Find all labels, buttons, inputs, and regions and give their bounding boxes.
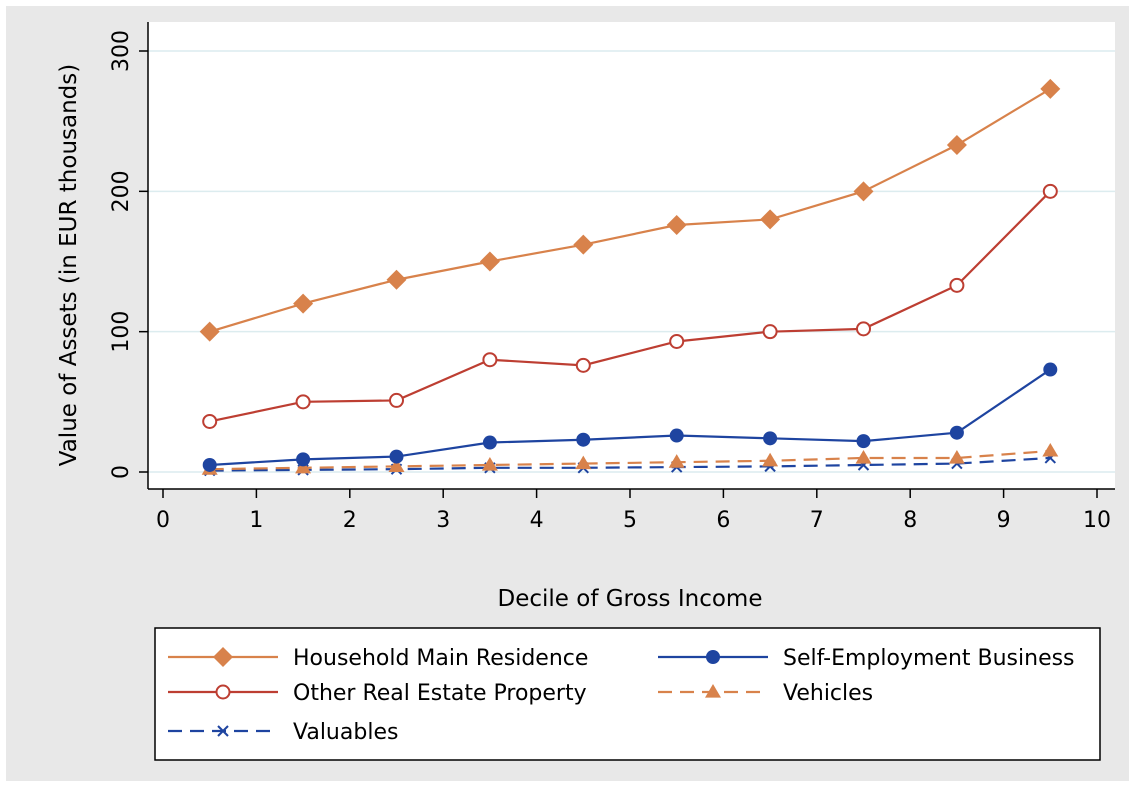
data-point [762, 324, 778, 340]
data-point [295, 459, 312, 474]
series-line [209, 449, 1051, 471]
series-line [209, 456, 1051, 472]
data-point [202, 413, 218, 429]
data-point [1042, 183, 1058, 199]
data-point [949, 277, 965, 293]
data-point [481, 456, 498, 471]
data-point [293, 293, 314, 314]
data-point [706, 650, 720, 664]
data-point [946, 135, 967, 156]
series-self-employment-business [202, 362, 1058, 472]
legend-label: Self-Employment Business [783, 646, 1075, 671]
legend-item: Self-Employment Business [658, 646, 1075, 671]
data-point [389, 392, 404, 408]
y-axis-label: Value of Assets (in EUR thousands) [56, 64, 82, 466]
x-axis-label: Decile of Gross Income [498, 586, 763, 612]
data-point [573, 234, 594, 255]
data-point [949, 425, 964, 440]
y-tick-label: 200 [109, 170, 134, 212]
x-tick-label: 4 [530, 508, 544, 533]
y-tick-label: 300 [109, 30, 134, 72]
data-point [762, 452, 779, 467]
data-point [1042, 442, 1059, 457]
data-point [482, 435, 497, 450]
legend-label: Vehicles [783, 681, 873, 706]
data-point [202, 457, 217, 472]
series-line [209, 368, 1051, 467]
legend-item: Household Main Residence [168, 646, 588, 671]
data-point [389, 449, 404, 464]
x-tick-label: 0 [156, 508, 170, 533]
data-point [575, 455, 592, 470]
series-line [209, 190, 1052, 423]
data-point [575, 357, 591, 373]
data-point [213, 647, 233, 667]
y-tick-label: 100 [109, 311, 134, 353]
data-point [386, 269, 407, 290]
data-point [948, 449, 965, 464]
data-point [388, 458, 405, 472]
series-household-main-residence [199, 78, 1061, 342]
data-point [669, 428, 684, 443]
data-point [705, 684, 721, 698]
legend: Household Main Residence Self-Employment … [154, 627, 1101, 761]
data-point [217, 725, 229, 737]
data-point-stroke [217, 725, 229, 737]
legend-item: Other Real Estate Property [168, 681, 587, 706]
series-vehicles [201, 442, 1059, 475]
legend-item: Valuables [168, 720, 398, 745]
plot-area [148, 22, 1115, 489]
data-point [666, 215, 687, 236]
x-tick-label: 2 [343, 508, 357, 533]
data-point [763, 431, 778, 446]
series-other-real-estate-property [202, 183, 1058, 429]
x-tick-label: 8 [903, 508, 917, 533]
data-point [856, 434, 871, 449]
data-point [853, 181, 874, 202]
data-point [199, 321, 220, 342]
series-layer [199, 78, 1061, 477]
x-tick-label: 6 [716, 508, 730, 533]
x-tick-label: 10 [1083, 508, 1111, 533]
x-tick-label: 3 [436, 508, 450, 533]
x-tick-label: 9 [997, 508, 1011, 533]
x-tick-label: 1 [249, 508, 263, 533]
x-tick-label: 5 [623, 508, 637, 533]
series-line [209, 87, 1051, 333]
legend-label: Valuables [293, 720, 398, 745]
data-point [482, 352, 498, 368]
data-point [295, 394, 311, 410]
legend-label: Other Real Estate Property [293, 681, 587, 706]
legend-box [154, 627, 1101, 761]
data-point [669, 333, 685, 349]
legend-label: Household Main Residence [293, 646, 588, 671]
x-tick-label: 7 [810, 508, 824, 533]
data-point [576, 432, 591, 447]
data-point [215, 684, 231, 700]
data-point [1043, 362, 1058, 377]
data-point [760, 209, 781, 230]
data-point [479, 251, 500, 272]
data-point [1040, 78, 1061, 99]
y-tick-label: 0 [109, 465, 134, 479]
data-point [856, 321, 871, 337]
legend-item: Vehicles [658, 681, 873, 706]
data-point [296, 452, 311, 467]
data-point [855, 449, 872, 464]
data-point [668, 454, 685, 468]
